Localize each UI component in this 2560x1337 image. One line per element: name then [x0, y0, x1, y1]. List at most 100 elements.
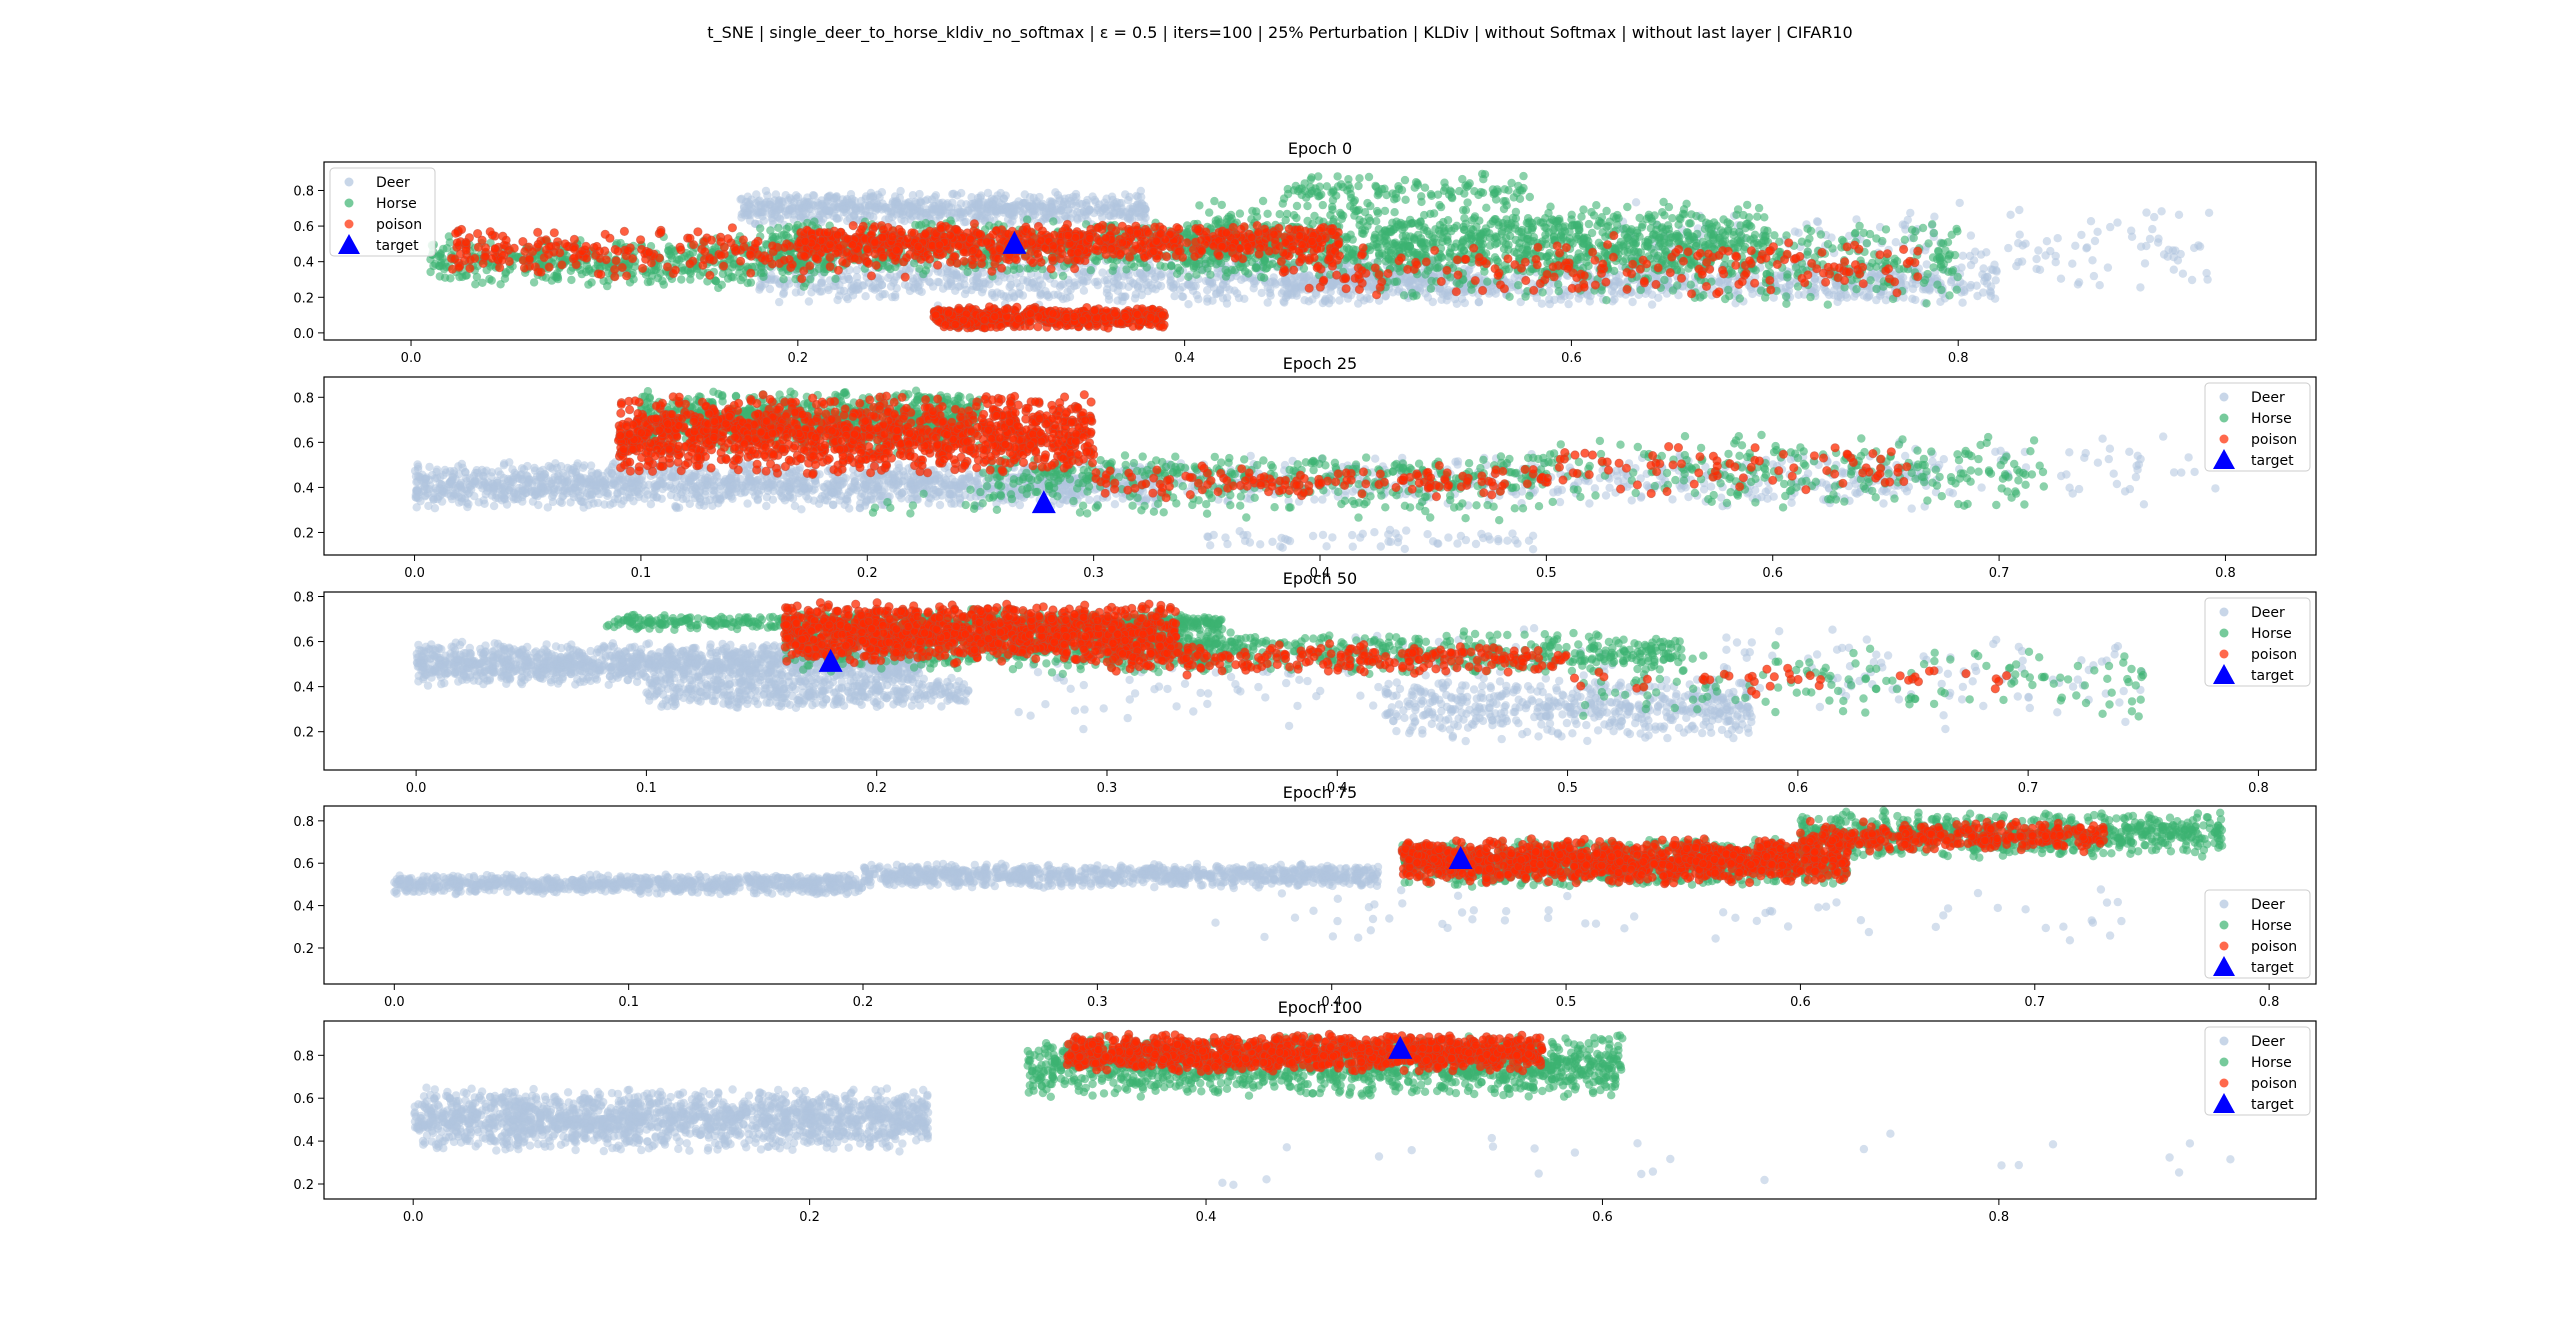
horse-point: [1339, 211, 1348, 220]
horse-point: [1729, 231, 1738, 240]
horse-point: [1247, 215, 1256, 224]
horse-point: [1720, 236, 1730, 245]
horse-point: [1708, 222, 1717, 232]
horse-point: [1223, 268, 1232, 277]
horse-point: [717, 280, 726, 289]
deer-point: [845, 265, 854, 275]
horse-point: [1881, 225, 1891, 234]
horse-point: [1372, 217, 1381, 226]
deer-point: [2136, 283, 2145, 292]
horse-point: [1184, 272, 1193, 281]
horse-point: [1167, 262, 1176, 271]
horse-point: [529, 278, 539, 287]
deer-point: [1510, 273, 1519, 282]
horse-point: [1413, 219, 1422, 228]
deer-point: [1324, 294, 1334, 303]
deer-point: [2168, 246, 2178, 255]
deer-point: [752, 190, 761, 199]
horse-point: [1303, 201, 1312, 211]
deer-point: [922, 208, 932, 218]
horse-point: [1380, 206, 1390, 216]
horse-point: [1783, 273, 1792, 282]
horse-point: [1803, 239, 1812, 248]
horse-point: [1544, 208, 1553, 218]
deer-point: [2051, 251, 2060, 261]
deer-point: [873, 204, 882, 213]
horse-point: [1760, 213, 1769, 222]
deer-point: [947, 281, 957, 291]
deer-point: [1263, 283, 1273, 292]
horse-point: [1086, 266, 1096, 275]
deer-point: [1365, 294, 1374, 304]
horse-point: [1421, 244, 1430, 254]
horse-point: [1918, 223, 1928, 233]
horse-point: [1740, 245, 1749, 254]
horse-point: [1426, 284, 1436, 293]
horse-point: [1782, 299, 1791, 308]
deer-point: [2095, 281, 2104, 290]
deer-point: [875, 277, 884, 286]
deer-point: [1100, 276, 1109, 285]
deer-point: [2157, 207, 2166, 216]
horse-point: [1753, 212, 1762, 221]
horse-point: [1443, 216, 1453, 225]
horse-point: [1372, 206, 1382, 216]
deer-point: [861, 292, 870, 301]
deer-point: [958, 212, 967, 221]
deer-point: [1056, 280, 1066, 290]
horse-point: [746, 278, 756, 287]
horse-point: [1671, 234, 1680, 243]
deer-point: [2202, 268, 2211, 278]
deer-point: [1266, 291, 1275, 300]
deer-point: [1859, 291, 1868, 300]
deer-point: [839, 205, 848, 214]
deer-point: [1128, 202, 1138, 212]
deer-point: [846, 190, 856, 199]
horse-point: [1281, 215, 1290, 225]
deer-point: [1093, 277, 1102, 286]
horse-point: [1595, 217, 1604, 226]
horse-point: [1357, 229, 1367, 238]
horse-point: [806, 275, 815, 284]
horse-point: [1205, 208, 1214, 217]
horse-point: [1212, 260, 1221, 269]
deer-point: [1104, 295, 1114, 304]
deer-point: [994, 277, 1003, 286]
deer-point: [2068, 259, 2077, 268]
horse-point: [766, 226, 775, 235]
deer-point: [1112, 198, 1122, 207]
horse-point: [1735, 294, 1745, 303]
horse-point: [1517, 227, 1526, 237]
horse-point: [1929, 228, 1939, 238]
horse-point: [1631, 232, 1640, 241]
deer-point: [1004, 293, 1014, 302]
deer-point: [2089, 271, 2099, 281]
horse-point: [1649, 230, 1659, 239]
deer-point: [2053, 234, 2062, 243]
deer-point: [1079, 286, 1089, 295]
deer-point: [891, 293, 900, 302]
horse-point: [756, 224, 765, 233]
deer-point: [1428, 297, 1438, 307]
deer-point: [1138, 200, 1147, 209]
horse-point: [446, 274, 455, 283]
deer-point: [841, 198, 850, 207]
deer-point: [1068, 192, 1078, 201]
horse-point: [1636, 248, 1646, 257]
deer-point: [1134, 212, 1143, 222]
horse-point: [1724, 285, 1733, 295]
deer-point: [900, 280, 910, 289]
horse-point: [1258, 196, 1268, 206]
horse-point: [485, 274, 494, 284]
horse-point: [1292, 201, 1302, 211]
horse-point: [919, 269, 928, 279]
deer-point: [2015, 230, 2024, 239]
deer-point: [1296, 272, 1305, 282]
deer-point: [1832, 280, 1841, 289]
horse-point: [667, 253, 677, 263]
deer-point: [1055, 194, 1064, 203]
deer-point: [1216, 285, 1225, 294]
deer-point: [983, 188, 993, 198]
deer-point: [1972, 281, 1981, 290]
deer-point: [866, 192, 876, 201]
